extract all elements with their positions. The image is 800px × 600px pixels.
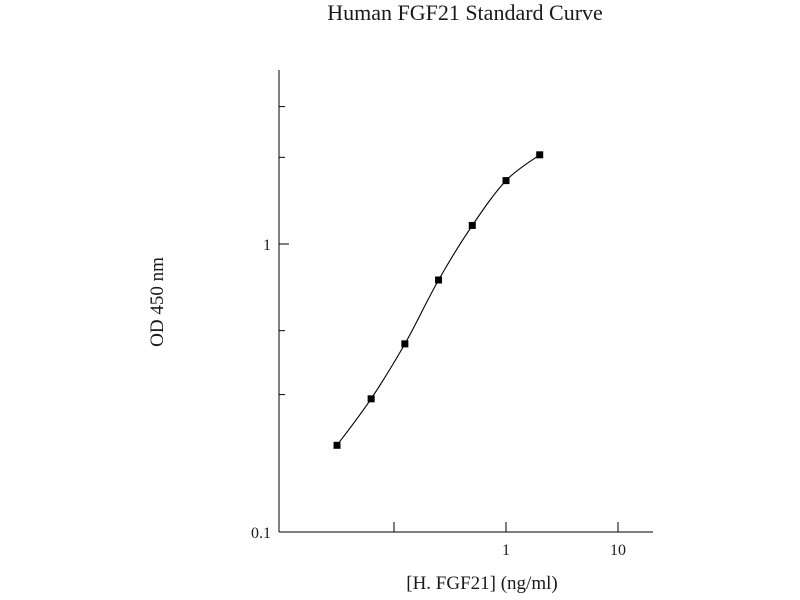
chart-title: Human FGF21 Standard Curve: [327, 0, 603, 25]
x-tick-label-1: 1: [502, 542, 510, 559]
series-points: [333, 151, 544, 449]
y-axis-label: OD 450 nm: [147, 257, 168, 347]
y-axis-ticks: [279, 106, 289, 533]
data-point-1: [333, 441, 341, 449]
y-tick-label-1: 1: [263, 237, 271, 254]
data-point-6: [502, 177, 510, 185]
data-point-7: [536, 151, 544, 159]
x-axis-label: [H. FGF21] (ng/ml): [406, 573, 557, 594]
data-point-2: [367, 395, 375, 403]
x-tick-label-10: 10: [610, 542, 626, 559]
x-axis-ticks: [393, 522, 619, 532]
data-point-5: [468, 221, 476, 229]
data-point-3: [401, 340, 409, 348]
y-tick-label-0-1: 0.1: [251, 525, 271, 542]
series-curve: [336, 154, 541, 446]
data-point-4: [435, 276, 443, 284]
